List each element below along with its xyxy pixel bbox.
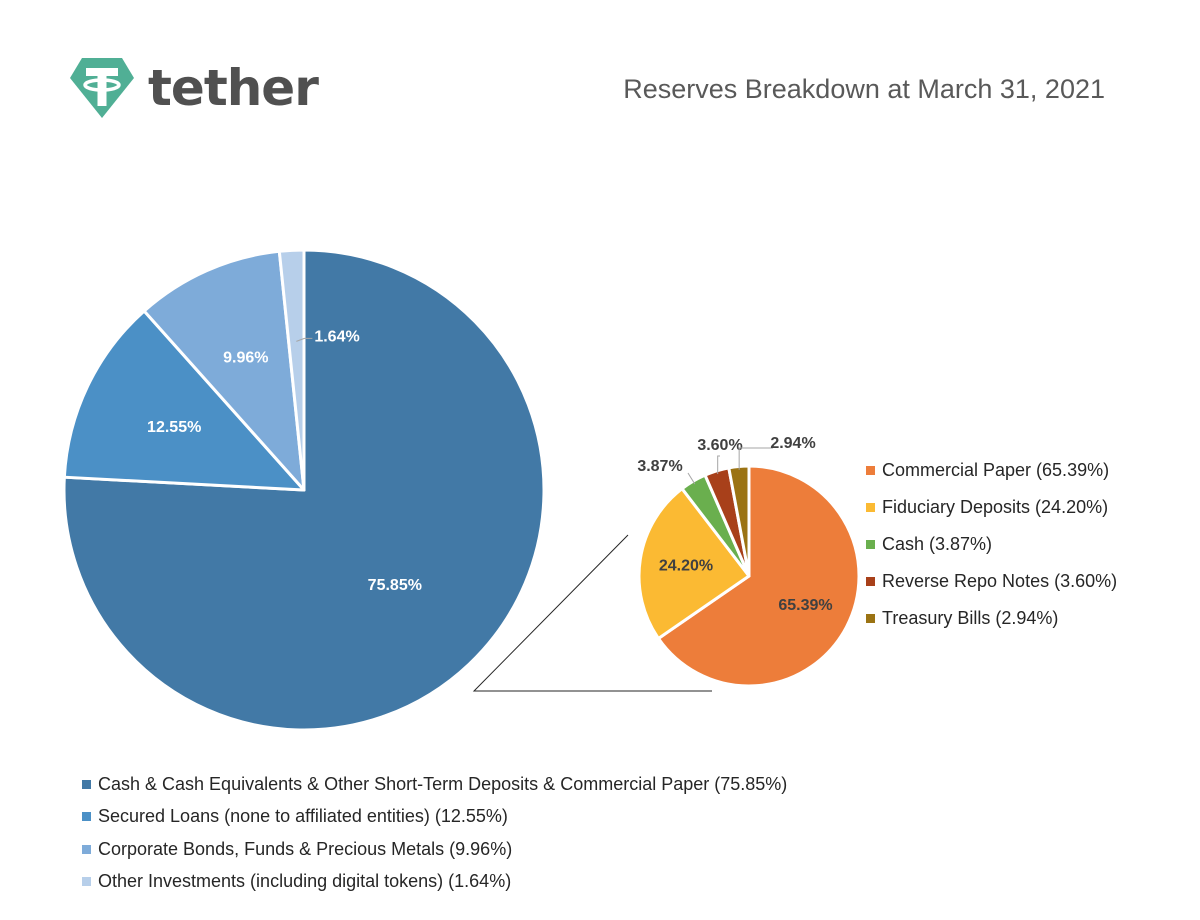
main-label-other-investments: 1.64% [314, 329, 359, 346]
sub-label-cash-leader [687, 472, 696, 485]
sub-legend-swatch [866, 503, 875, 512]
main-legend-swatch [82, 877, 91, 887]
main-slice-corporate-bonds-funds-precious-metals [142, 249, 306, 492]
main-label-secured-loans: 12.55% [147, 419, 201, 436]
sub-legend-label: Fiduciary Deposits (24.20%) [882, 497, 1109, 517]
sub-legend-swatch [866, 614, 875, 623]
main-legend-item: Corporate Bonds, Funds & Precious Metals… [82, 833, 787, 866]
tether-logo-icon [70, 58, 134, 118]
sub-label-commercial-paper: 65.39% [778, 597, 832, 614]
sub-legend-label: Commercial Paper (65.39%) [882, 460, 1110, 480]
sub-label-treasury-bills: 2.94% [770, 435, 815, 452]
sub-label-treasury-bills-leader [738, 447, 773, 470]
sub-legend-label: Reverse Repo Notes (3.60%) [882, 571, 1118, 591]
logo-wordmark: tether [148, 59, 319, 117]
sub-legend-swatch [866, 577, 875, 586]
pie-connector-lines [472, 534, 712, 692]
main-legend-label: Cash & Cash Equivalents & Other Short-Te… [98, 773, 788, 794]
main-label-cash-cash-equivalents-other-short-term-deposits-commercial-paper: 75.85% [368, 577, 422, 594]
main-legend-item: Secured Loans (none to affiliated entiti… [82, 801, 787, 834]
main-legend-item: Other Investments (including digital tok… [82, 866, 787, 899]
main-legend-swatch [82, 844, 91, 854]
main-label-corporate-bonds-funds-precious-metals: 9.96% [223, 349, 268, 366]
main-legend-swatch [82, 779, 91, 789]
main-slice-secured-loans [62, 309, 306, 492]
sub-slice-fiduciary-deposits [637, 487, 751, 640]
main-legend-item: Cash & Cash Equivalents & Other Short-Te… [82, 768, 787, 801]
main-label-other-investments-leader [296, 337, 313, 342]
sub-label-reverse-repo-notes-leader [717, 455, 720, 474]
main-pie-legend: Cash & Cash Equivalents & Other Short-Te… [82, 768, 787, 898]
sub-legend-swatch [866, 466, 875, 475]
sub-label-fiduciary-deposits: 24.20% [659, 557, 713, 574]
main-legend-label: Corporate Bonds, Funds & Precious Metals… [98, 838, 513, 859]
sub-legend-item: Reverse Repo Notes (3.60%) [866, 563, 1117, 600]
sub-legend-item: Cash (3.87%) [866, 526, 1117, 563]
tether-logo: tether [68, 56, 319, 120]
main-legend-label: Other Investments (including digital tok… [98, 871, 512, 892]
main-legend-swatch [82, 812, 91, 822]
sub-label-reverse-repo-notes: 3.60% [697, 437, 742, 454]
sub-legend-swatch [866, 540, 875, 549]
sub-pie-legend: Commercial Paper (65.39%) Fiduciary Depos… [866, 452, 1117, 637]
sub-legend-item: Treasury Bills (2.94%) [866, 600, 1117, 637]
sub-slice-commercial-paper [656, 464, 861, 688]
sub-legend-label: Cash (3.87%) [882, 534, 993, 554]
sub-legend-label: Treasury Bills (2.94%) [882, 608, 1059, 628]
sub-label-cash: 3.87% [637, 458, 682, 475]
report-title: Reserves Breakdown at March 31, 2021 [623, 74, 1105, 104]
main-slice-cash-cash-equivalents-other-short-term-deposits-commercial-paper [62, 248, 546, 732]
main-slice-other-investments [277, 248, 306, 492]
sub-legend-item: Commercial Paper (65.39%) [866, 452, 1117, 489]
sub-legend-item: Fiduciary Deposits (24.20%) [866, 489, 1117, 526]
main-legend-label: Secured Loans (none to affiliated entiti… [98, 806, 508, 827]
